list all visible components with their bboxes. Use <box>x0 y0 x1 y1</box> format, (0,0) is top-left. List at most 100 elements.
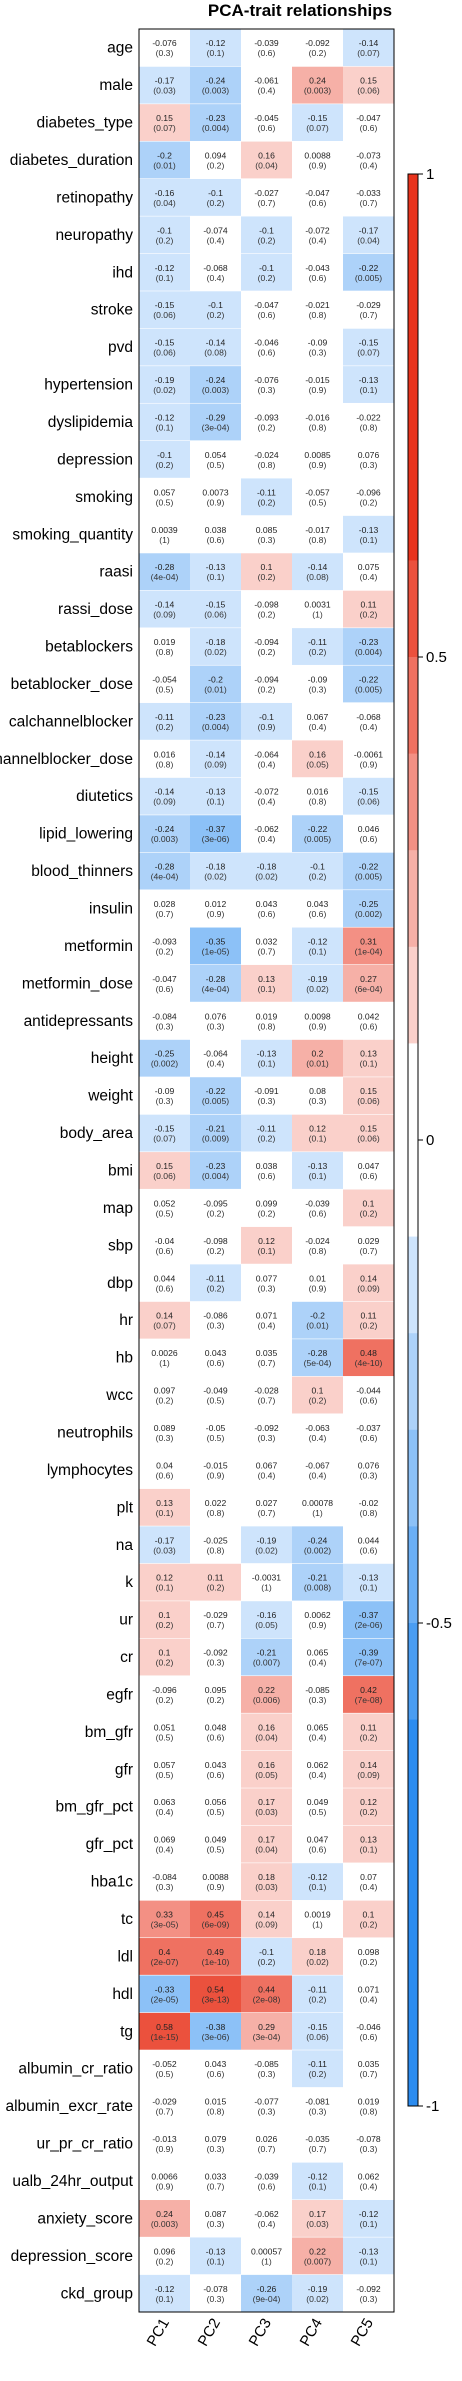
cell-correlation: 0.051 <box>154 1722 176 1732</box>
cell-correlation: 0.028 <box>154 899 176 909</box>
cell-pvalue: (0.4) <box>258 1470 276 1480</box>
cell-correlation: -0.025 <box>203 1535 228 1545</box>
cell-correlation: -0.21 <box>257 1648 277 1658</box>
cell-correlation: -0.33 <box>155 1984 175 1994</box>
cell-pvalue: (0.3) <box>207 2294 225 2304</box>
cell-pvalue: (0.6) <box>258 348 276 358</box>
cell-pvalue: (0.1) <box>207 797 225 807</box>
cell-pvalue: (0.003) <box>202 86 229 96</box>
cell-correlation: -0.094 <box>254 637 279 647</box>
cell-pvalue: (1) <box>261 2256 272 2266</box>
heatmap-cell <box>139 553 190 591</box>
cell-correlation: 0.13 <box>360 1835 377 1845</box>
cell-pvalue: (0.2) <box>258 610 276 620</box>
cell-correlation: -0.1 <box>259 712 274 722</box>
row-label: calchannelblocker <box>9 713 133 730</box>
heatmap-cell <box>190 553 241 591</box>
heatmap-cell <box>343 628 394 665</box>
cell-correlation: 0.15 <box>360 1124 377 1134</box>
cell-pvalue: (0.07) <box>153 1321 176 1331</box>
cell-correlation: -0.084 <box>152 1872 177 1882</box>
cell-pvalue: (0.7) <box>309 2144 327 2154</box>
cell-correlation: 0.17 <box>258 1835 275 1845</box>
heatmap-cell <box>139 1488 190 1526</box>
cell-pvalue: (0.07) <box>153 123 176 133</box>
cell-pvalue: (0.4) <box>309 1770 327 1780</box>
cell-correlation: -0.017 <box>305 525 330 535</box>
cell-correlation: 0.45 <box>207 1910 224 1920</box>
cell-pvalue: (0.1) <box>156 1508 174 1518</box>
cell-correlation: -0.062 <box>254 2209 279 2219</box>
cell-correlation: -0.094 <box>254 674 279 684</box>
heatmap-cell <box>343 1900 394 1938</box>
heatmap-cell <box>292 1638 343 1676</box>
cell-correlation: 0.049 <box>205 1835 227 1845</box>
cell-pvalue: (0.01) <box>306 1321 329 1331</box>
row-label: wcc <box>105 1387 133 1404</box>
heatmap-cell <box>292 66 343 104</box>
cell-pvalue: (0.4) <box>156 1845 174 1855</box>
cell-correlation: -0.072 <box>305 225 330 235</box>
colorbar-tick-label: 1 <box>426 166 434 183</box>
heatmap-cell <box>190 1526 241 1564</box>
cell-correlation: 0.026 <box>256 2134 278 2144</box>
cell-pvalue: (0.3) <box>258 1283 276 1293</box>
cell-pvalue: (0.06) <box>153 310 176 320</box>
cell-pvalue: (0.003) <box>151 834 178 844</box>
cell-pvalue: (1) <box>312 1508 323 1518</box>
heatmap-cell <box>190 291 241 329</box>
row-label: body_area <box>60 1125 134 1142</box>
row-label: antidepressants <box>24 1013 134 1030</box>
cell-pvalue: (0.01) <box>204 684 227 694</box>
cell-correlation: -0.064 <box>203 1049 228 1059</box>
heatmap-cell <box>292 777 343 815</box>
heatmap-cell <box>343 1713 394 1751</box>
cell-pvalue: (0.3) <box>309 1695 327 1705</box>
row-label: pvd <box>108 339 133 356</box>
cell-pvalue: (0.07) <box>153 1134 176 1144</box>
cell-pvalue: (0.2) <box>258 1957 276 1967</box>
column-label: PC1 <box>144 2316 173 2350</box>
cell-correlation: 0.049 <box>307 1797 329 1807</box>
cell-pvalue: (0.02) <box>204 872 227 882</box>
cell-pvalue: (0.09) <box>255 1920 278 1930</box>
heatmap-cell <box>241 964 292 1002</box>
heatmap-cell <box>241 1900 292 1938</box>
cell-correlation: 0.17 <box>258 1797 275 1807</box>
heatmap-cell <box>292 1863 343 1901</box>
heatmap-cell <box>139 1226 190 1264</box>
cell-correlation: -0.061 <box>254 76 279 86</box>
heatmap-cell <box>343 1638 394 1676</box>
cell-pvalue: (0.6) <box>156 984 174 994</box>
cell-correlation: 0.079 <box>205 2134 227 2144</box>
heatmap-cell <box>139 1975 190 2013</box>
cell-pvalue: (0.9) <box>309 1021 327 1031</box>
colorbar-segment <box>408 1719 418 1817</box>
cell-pvalue: (7e-08) <box>355 1695 383 1705</box>
cell-pvalue: (0.2) <box>207 1583 225 1593</box>
chart-title: PCA-trait relationships <box>208 1 392 20</box>
cell-correlation: -0.1 <box>259 1947 274 1957</box>
cell-correlation: 0.022 <box>205 1498 227 1508</box>
cell-pvalue: (0.1) <box>258 984 276 994</box>
cell-correlation: -0.092 <box>356 2284 381 2294</box>
row-label: height <box>91 1050 134 1067</box>
cell-correlation: 0.17 <box>309 2209 326 2219</box>
cell-correlation: 0.2 <box>312 1049 324 1059</box>
heatmap-cell <box>190 253 241 291</box>
cell-correlation: 0.33 <box>156 1910 173 1920</box>
cell-correlation: -0.2 <box>157 150 172 160</box>
heatmap-cell <box>241 890 292 927</box>
cell-correlation: -0.092 <box>254 1423 279 1433</box>
heatmap-cell <box>292 216 343 254</box>
colorbar-segment <box>408 753 418 851</box>
cell-correlation: 0.0062 <box>304 1610 331 1620</box>
cell-correlation: 0.1 <box>363 1910 375 1920</box>
row-label: male <box>99 77 133 94</box>
heatmap-cell <box>241 553 292 591</box>
cell-pvalue: (0.6) <box>360 1545 378 1555</box>
cell-correlation: 0.057 <box>154 1760 176 1770</box>
heatmap-cell <box>190 1750 241 1788</box>
heatmap-cell <box>343 66 394 104</box>
cell-pvalue: (0.2) <box>258 647 276 657</box>
